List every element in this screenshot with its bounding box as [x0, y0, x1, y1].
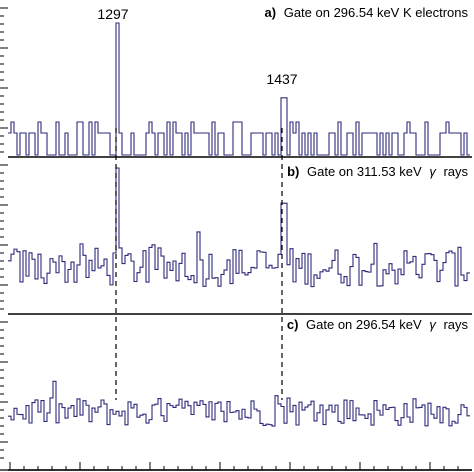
- panel-b-text: Gate on 311.53 keV: [307, 164, 422, 179]
- panel-c-gamma: γ: [429, 317, 437, 332]
- peak-label-1297: 1297: [97, 6, 128, 22]
- panel-0-spectrum: [8, 22, 470, 156]
- panel-c-rays: rays: [443, 317, 468, 332]
- peak-marker-lines: [115, 128, 283, 400]
- panel-a-label: a) Gate on 296.54 keV K electrons: [265, 5, 469, 20]
- panel-b-letter: b): [287, 164, 299, 179]
- panel-c-label: c) Gate on 296.54 keV γ rays: [287, 317, 469, 332]
- panel-c-letter: c): [287, 317, 299, 332]
- chart-axes: [0, 7, 472, 471]
- panel-c-text: Gate on 296.54 keV: [306, 317, 422, 332]
- panel-1-spectrum: [8, 167, 470, 288]
- panel-b-gamma: γ: [429, 164, 437, 179]
- peak-label-1437: 1437: [266, 71, 297, 87]
- panel-b-rays: rays: [443, 164, 468, 179]
- panel-2-spectrum: [8, 380, 470, 427]
- panel-b-label: b) Gate on 311.53 keV γ rays: [287, 164, 468, 179]
- panel-a-letter: a): [265, 5, 277, 20]
- chart-spectra: [8, 22, 470, 427]
- panel-a-text: Gate on 296.54 keV K electrons: [284, 5, 469, 20]
